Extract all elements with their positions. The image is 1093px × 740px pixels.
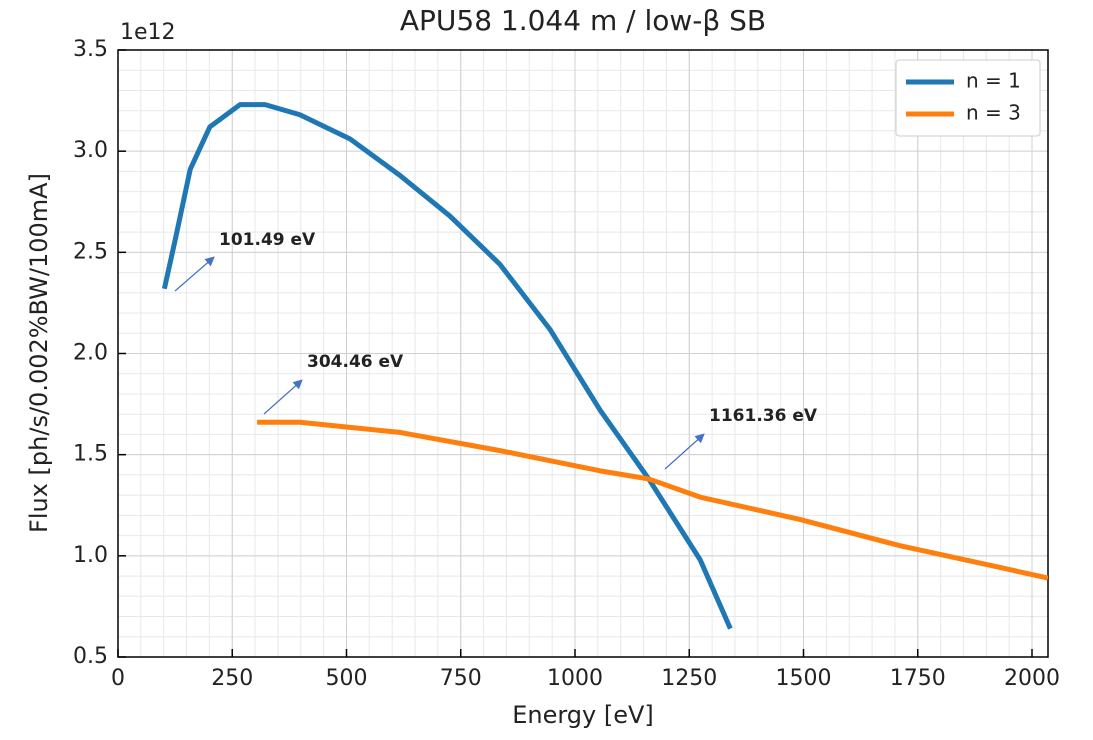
y-tick-label: 2.0 (73, 341, 108, 366)
y-tick-label: 3.5 (73, 37, 108, 62)
x-tick-label: 1250 (661, 666, 717, 691)
y-offset-label: 1e12 (120, 20, 176, 45)
x-tick-label: 1500 (776, 666, 832, 691)
annotation: 1161.36 eV (709, 406, 818, 426)
annotation-arrow (263, 379, 303, 415)
annotation-arrow (664, 433, 705, 470)
x-tick-label: 250 (211, 666, 253, 691)
x-tick-label: 750 (440, 666, 482, 691)
annotation-arrow (174, 256, 215, 292)
x-tick-label: 500 (326, 666, 368, 691)
legend-box (895, 59, 1041, 137)
y-tick-label: 0.5 (73, 644, 108, 669)
y-tick-label: 1.5 (73, 442, 108, 467)
plot-frame (117, 49, 1049, 658)
series-line (161, 102, 733, 630)
y-tick-label: 3.0 (73, 138, 108, 163)
chart-title: APU58 1.044 m / low-β SB (400, 4, 766, 37)
y-axis-label: Flux [ph/s/0.002%BW/100mA] (25, 173, 53, 533)
y-tick-label: 1.0 (73, 543, 108, 568)
x-tick-label: 1000 (547, 666, 603, 691)
x-tick-label: 2000 (1004, 666, 1060, 691)
y-tick-label: 2.5 (73, 239, 108, 264)
x-tick-label: 1750 (890, 666, 946, 691)
x-axis-label: Energy [eV] (512, 701, 654, 729)
series-line (257, 419, 1048, 581)
annotation: 101.49 eV (219, 230, 316, 250)
legend-label: n = 1 (966, 69, 1021, 93)
annotation: 304.46 eV (307, 352, 404, 372)
x-tick-label: 0 (111, 666, 125, 691)
legend-label: n = 3 (966, 101, 1021, 125)
